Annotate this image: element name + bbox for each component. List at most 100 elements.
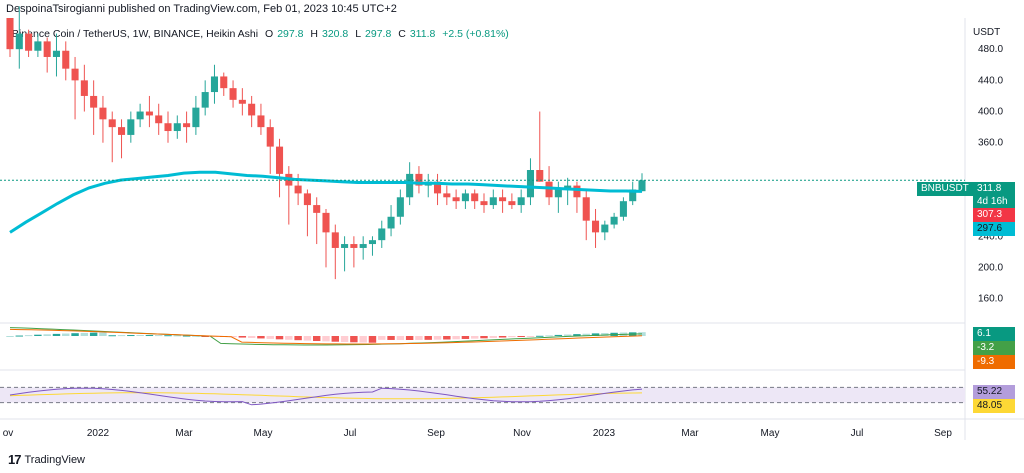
candle-body xyxy=(117,127,126,135)
ticker-tag: BNBUSDT xyxy=(917,182,973,196)
macd-bar xyxy=(443,336,451,340)
low-value: 297.8 xyxy=(365,28,392,40)
red-level-tag: 307.3 xyxy=(973,208,1015,222)
candle-body xyxy=(173,123,181,132)
y-tick-label: 240.0 xyxy=(978,231,1003,242)
candle-body xyxy=(359,244,367,248)
macd-bar xyxy=(526,336,535,337)
macd-bar xyxy=(545,335,553,337)
ma-line xyxy=(9,170,643,234)
macd-bar xyxy=(164,335,172,337)
x-tick-label: 2022 xyxy=(87,428,110,439)
x-tick-label: Mar xyxy=(175,428,193,439)
macd-bar xyxy=(368,336,377,343)
macd-bar xyxy=(238,336,247,338)
macd-bar xyxy=(192,335,200,337)
macd-bar xyxy=(322,336,330,342)
high-label: H xyxy=(310,28,318,40)
price-axis: 480.0 440.0 400.0 360.0 240.0 200.0 160.0 xyxy=(978,44,1003,304)
candle-body xyxy=(248,103,256,116)
macd-tag-2: -3.2 xyxy=(973,341,1015,355)
candle-body xyxy=(136,111,144,120)
macd-tag-3: -9.3 xyxy=(973,355,1015,369)
candle-body xyxy=(71,68,79,81)
x-tick-label: Nov xyxy=(513,428,531,439)
macd-tag-1: 6.1 xyxy=(973,327,1015,341)
change-value: +2.5 (+0.81%) xyxy=(442,28,509,40)
candle-body xyxy=(62,50,70,69)
macd-bar xyxy=(145,335,154,337)
candle-body xyxy=(517,197,525,206)
close-label: C xyxy=(398,28,406,40)
rsi-band xyxy=(0,387,965,403)
candle-body xyxy=(350,244,358,248)
candle-body xyxy=(25,33,33,51)
countdown-tag: 4d 16h xyxy=(973,195,1015,209)
macd-bar xyxy=(173,335,182,337)
candle-body xyxy=(238,99,246,104)
candle-body xyxy=(368,240,377,245)
macd-bar xyxy=(285,336,293,340)
x-tick-label: Sep xyxy=(427,428,445,439)
macd-bar xyxy=(24,335,33,337)
x-tick-label: Jul xyxy=(851,428,864,439)
last-price-tag: 311.8 xyxy=(973,182,1015,196)
x-tick-label: May xyxy=(761,428,780,439)
macd-bar xyxy=(303,336,312,341)
symbol-name[interactable]: Binance Coin / TetherUS, 1W, BINANCE, He… xyxy=(12,28,259,40)
candle-body xyxy=(406,173,414,198)
macd-bar xyxy=(331,336,340,342)
macd-bar xyxy=(108,335,116,337)
macd-bar xyxy=(489,336,498,338)
macd-bar xyxy=(350,336,358,343)
x-tick-label: May xyxy=(254,428,273,439)
candle-body xyxy=(591,220,600,233)
macd-bar xyxy=(340,336,349,343)
candle-body xyxy=(526,170,535,198)
macd-bar xyxy=(182,335,191,337)
candle-body xyxy=(257,115,265,128)
macd-bar xyxy=(359,336,367,343)
candle-body xyxy=(192,107,200,128)
candle-body xyxy=(322,212,330,233)
macd-bar xyxy=(52,333,61,336)
candle-body xyxy=(155,115,163,124)
ma-level-tag: 297.6 xyxy=(973,222,1015,236)
candle-body xyxy=(6,18,14,50)
macd-bar xyxy=(15,335,24,337)
candle-body xyxy=(387,216,395,229)
macd-bar xyxy=(536,335,544,337)
candle-body xyxy=(638,180,646,192)
y-tick-label: 200.0 xyxy=(978,262,1003,273)
candle-body xyxy=(499,197,507,202)
macd-bar xyxy=(62,333,70,336)
candle-body xyxy=(341,244,349,248)
macd-bar xyxy=(229,336,237,338)
candle-body xyxy=(108,119,116,128)
macd-bar xyxy=(405,336,414,340)
candle-body xyxy=(313,205,321,213)
candle-body xyxy=(452,197,460,202)
macd-bar xyxy=(257,336,265,339)
macd-bar xyxy=(99,332,107,336)
candle-body xyxy=(536,170,544,182)
candle-body xyxy=(266,127,274,147)
y-tick-label: 480.0 xyxy=(978,44,1003,55)
high-value: 320.8 xyxy=(321,28,349,40)
candle-body xyxy=(471,193,479,202)
candle-body xyxy=(489,197,497,206)
macd-bar xyxy=(154,335,163,337)
macd-bar xyxy=(387,336,395,340)
close-value: 311.8 xyxy=(409,28,436,40)
brand-name: TradingView xyxy=(24,453,86,466)
footer-brand[interactable]: 17 TradingView xyxy=(8,452,85,467)
candle-body xyxy=(145,111,153,116)
currency-label: USDT xyxy=(973,27,1001,38)
macd-bar xyxy=(396,336,405,340)
macd-bar xyxy=(415,336,423,340)
x-tick-label: ov xyxy=(3,428,14,439)
candle-body xyxy=(554,189,562,198)
macd-bar xyxy=(89,332,98,336)
candle-body xyxy=(480,201,488,206)
